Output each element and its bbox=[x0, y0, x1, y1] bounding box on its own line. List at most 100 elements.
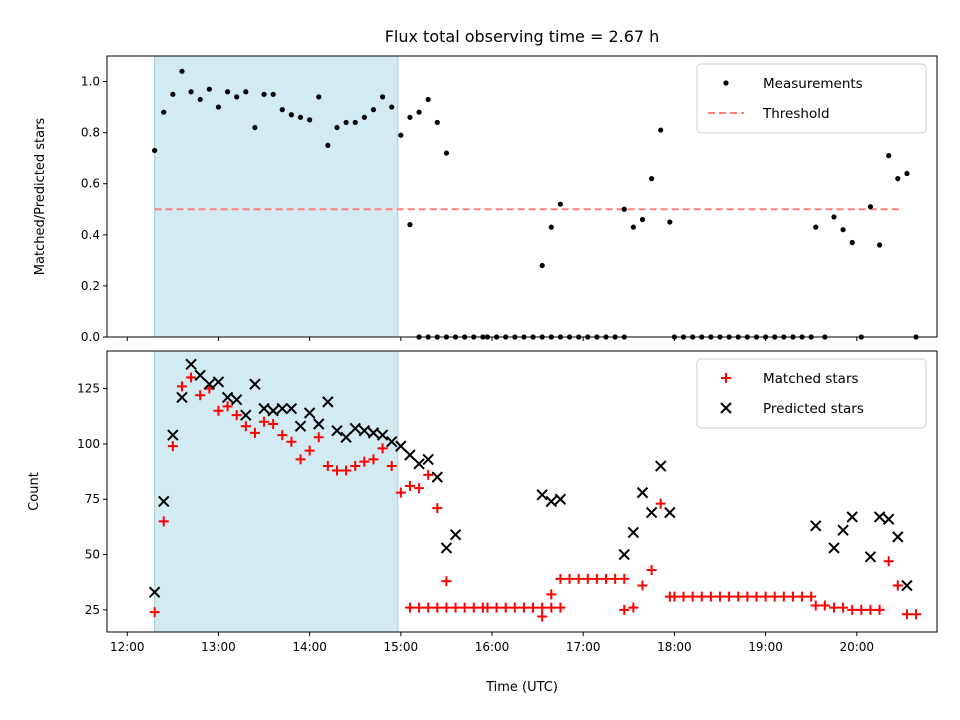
matched-star-point bbox=[268, 419, 279, 430]
matched-star-point bbox=[874, 604, 885, 615]
predicted-star-point bbox=[636, 486, 649, 499]
y-tick-label: 25 bbox=[85, 603, 100, 617]
legend-label: Threshold bbox=[762, 106, 830, 122]
matched-star-point bbox=[705, 591, 716, 602]
predicted-star-point bbox=[536, 489, 548, 501]
matched-star-point bbox=[322, 461, 333, 472]
predicted-star-point bbox=[810, 520, 822, 532]
measurement-point bbox=[831, 214, 837, 220]
predicted-star-point bbox=[221, 391, 234, 404]
matched-star-point bbox=[760, 591, 771, 602]
predicted-star-point bbox=[331, 424, 343, 437]
matched-star-point bbox=[304, 445, 315, 456]
matched-star-point bbox=[901, 609, 912, 620]
matched-star-point bbox=[395, 487, 406, 498]
predicted-star-point bbox=[828, 542, 840, 554]
legend-box bbox=[696, 358, 927, 429]
matched-star-point bbox=[368, 454, 379, 465]
x-axis-label: Time (UTC) bbox=[485, 680, 558, 695]
predicted-star-point bbox=[404, 449, 416, 461]
legend-label: Matched stars bbox=[763, 371, 859, 387]
matched-star-point bbox=[819, 600, 830, 611]
matched-star-point bbox=[883, 556, 894, 567]
predicted-star-point bbox=[194, 369, 206, 382]
predicted-star-point bbox=[627, 526, 640, 539]
predicted-star-point bbox=[431, 471, 444, 483]
y-tick-label: 0.0 bbox=[81, 330, 100, 344]
legend-label: Measurements bbox=[763, 76, 863, 92]
matched-star-point bbox=[432, 503, 443, 514]
measurement-point bbox=[152, 147, 158, 154]
matched-star-point bbox=[646, 565, 657, 576]
matched-star-point bbox=[231, 410, 242, 421]
measurement-point bbox=[307, 117, 313, 123]
measurement-point bbox=[316, 94, 322, 100]
matched-star-point bbox=[911, 609, 922, 620]
matched-star-point bbox=[459, 602, 470, 613]
measurement-point bbox=[398, 132, 404, 138]
measurement-point bbox=[389, 104, 395, 110]
matched-star-point bbox=[509, 602, 520, 613]
matched-star-point bbox=[404, 602, 415, 613]
matched-star-point bbox=[423, 469, 434, 480]
predicted-star-point bbox=[554, 493, 567, 505]
plot-frame bbox=[106, 55, 938, 338]
y-tick-label: 0.6 bbox=[81, 177, 100, 191]
chart-title: Flux total observing time = 2.67 h bbox=[385, 27, 660, 46]
matched-star-point bbox=[186, 372, 197, 383]
measurement-point bbox=[161, 109, 167, 115]
predicted-star-point bbox=[203, 378, 216, 390]
matched-star-point bbox=[769, 591, 780, 602]
measurement-point bbox=[352, 119, 358, 126]
measurement-point bbox=[197, 96, 203, 103]
matched-star-point bbox=[573, 573, 584, 584]
y-tick-label: 50 bbox=[85, 548, 100, 562]
predicted-star-point bbox=[249, 378, 261, 390]
matched-star-point bbox=[195, 390, 206, 401]
measurement-point bbox=[649, 176, 655, 182]
shaded-region bbox=[154, 55, 399, 338]
matched-star-point bbox=[423, 602, 434, 613]
predicted-star-point bbox=[349, 422, 361, 435]
measurement-point bbox=[557, 201, 564, 207]
measurement-point bbox=[206, 86, 212, 92]
matched-star-point bbox=[724, 591, 735, 602]
legend-box bbox=[696, 63, 927, 134]
matched-star-point bbox=[591, 573, 602, 584]
measurement-point bbox=[334, 124, 340, 131]
x-tick-label: 17:00 bbox=[566, 640, 601, 654]
matched-star-point bbox=[537, 611, 548, 622]
y-tick-label: 0.2 bbox=[81, 279, 100, 293]
y-tick-label: 1.0 bbox=[81, 75, 100, 89]
predicted-star-point bbox=[240, 409, 252, 421]
matched-star-point bbox=[838, 602, 849, 613]
predicted-star-point bbox=[664, 506, 676, 519]
y-tick-label: 100 bbox=[77, 437, 100, 451]
matched-star-point bbox=[528, 602, 539, 613]
measurement-point bbox=[407, 222, 413, 228]
legend-label: Predicted stars bbox=[763, 401, 864, 417]
x-tick-label: 19:00 bbox=[748, 640, 783, 654]
matched-star-point bbox=[742, 591, 753, 602]
measurement-point bbox=[243, 89, 249, 95]
matched-star-point bbox=[176, 381, 187, 392]
predicted-star-point bbox=[167, 429, 179, 441]
measurement-point bbox=[170, 91, 176, 97]
matched-star-point bbox=[491, 602, 502, 613]
matched-star-point bbox=[537, 602, 548, 613]
matched-star-point bbox=[628, 602, 639, 613]
matched-star-point bbox=[286, 436, 297, 447]
matched-star-point bbox=[828, 602, 839, 613]
matched-star-point bbox=[619, 573, 630, 584]
matched-star-point bbox=[518, 602, 529, 613]
predicted-star-point bbox=[322, 396, 334, 408]
matched-star-point bbox=[856, 604, 867, 615]
matched-star-point bbox=[610, 573, 621, 584]
predicted-star-point bbox=[395, 440, 407, 452]
predicted-star-point bbox=[185, 358, 197, 370]
predicted-star-point bbox=[340, 431, 352, 443]
predicted-star-point bbox=[413, 458, 425, 470]
measurement-point bbox=[639, 216, 646, 223]
matched-star-point bbox=[564, 573, 575, 584]
